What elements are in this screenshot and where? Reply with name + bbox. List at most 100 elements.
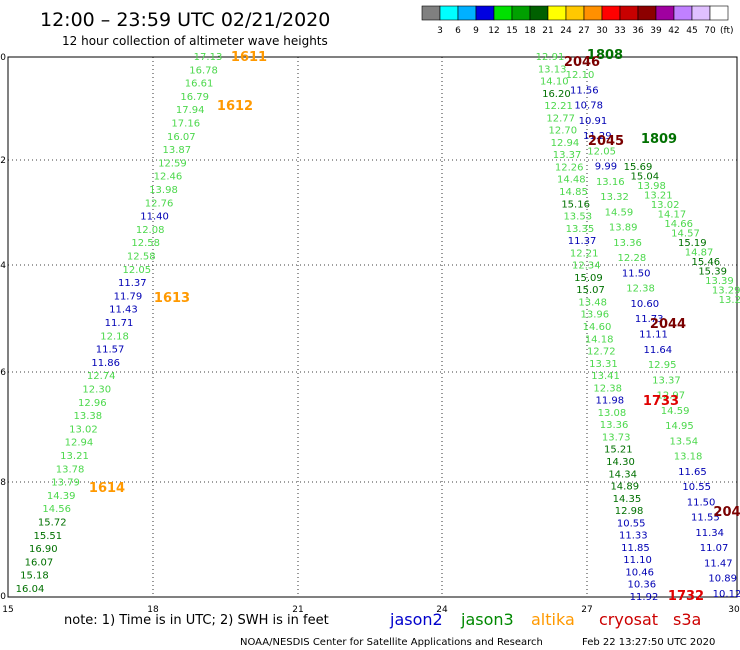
credit-text: NOAA/NESDIS Center for Satellite Applica… — [240, 637, 543, 648]
track-1809-value: 13.98 — [637, 181, 666, 192]
track-left-value: 13.78 — [56, 464, 85, 475]
colorbar-swatch — [529, 5, 549, 21]
track-2045-value: 12.38 — [593, 383, 622, 394]
x-axis-ticks: 15 18 21 24 27 30 — [2, 605, 740, 615]
colorbar-swatch — [547, 5, 567, 21]
track-2046-value: 13.36 — [613, 238, 642, 249]
colorbar-label: 30 — [596, 26, 608, 36]
track-2045-value: 11.85 — [621, 543, 650, 554]
wave-height-tracks: 17.13 16.78 16.61 16.79 17.94 17.16 16.07 13.87… — [16, 52, 740, 603]
colorbar-label: 39 — [650, 26, 662, 36]
track-2045-value: 14.18 — [585, 334, 614, 345]
track-1809-value: 14.17 — [658, 210, 687, 221]
track-2045-value: 14.48 — [557, 175, 586, 186]
track-left-value: 15.18 — [20, 571, 49, 582]
satellite-cryosat-label: cryosat — [599, 610, 658, 629]
track-2045-value: 12.21 — [570, 248, 599, 259]
track-2046-value: 11.50 — [687, 497, 716, 508]
track-left-value: 12.94 — [65, 438, 94, 449]
x-tick-label: 18 — [147, 605, 159, 615]
x-tick-label: 24 — [436, 605, 448, 615]
track-2046-value: 13.54 — [669, 436, 698, 447]
colorbar-swatch — [439, 5, 459, 21]
track-2046-value: 11.29 — [583, 131, 612, 142]
track-2046-value: 11.47 — [704, 558, 733, 569]
track-2046-value: 14.95 — [665, 421, 694, 432]
track-2045-value: 13.36 — [600, 420, 629, 431]
time-label: 204 — [713, 505, 740, 520]
track-2046-value: 13.37 — [652, 375, 681, 386]
colorbar-label: 6 — [455, 26, 461, 36]
track-left-value: 11.71 — [105, 318, 134, 329]
track-2046-value: 14.59 — [605, 207, 634, 218]
track-left-value: 13.79 — [51, 478, 80, 489]
track-2045-value: 12.91 — [536, 52, 565, 63]
track-1809-value: 13.21 — [644, 191, 673, 202]
track-2046-value: 11.65 — [678, 467, 707, 478]
satellite-legend: jason2 jason3 altika cryosat s3a — [389, 610, 701, 629]
colorbar-label: 27 — [578, 26, 589, 36]
track-left-value: 15.51 — [33, 531, 62, 542]
track-2045-value: 12.34 — [572, 261, 601, 272]
track-2046-value: 12.05 — [587, 146, 616, 157]
colorbar-swatch — [493, 5, 513, 21]
colorbar-label: 21 — [542, 26, 553, 36]
track-2045-value: 14.30 — [606, 457, 635, 468]
track-left-value: 17.16 — [171, 119, 200, 130]
time-label: 1808 — [587, 48, 623, 63]
page-subtitle: 12 hour collection of altimeter wave hei… — [62, 34, 328, 48]
y-tick-label: -50 — [0, 592, 6, 602]
track-2045-value: 12.94 — [551, 138, 580, 149]
track-1809-value: 15.39 — [698, 267, 727, 278]
colorbar-swatch — [619, 5, 639, 21]
track-2045-value: 12.72 — [587, 347, 616, 358]
track-2045-value: 13.48 — [578, 297, 607, 308]
colorbar-swatch — [673, 5, 693, 21]
track-left-value: 16.79 — [180, 92, 209, 103]
track-left-value: 12.59 — [158, 158, 187, 169]
colorbar-swatch — [655, 5, 675, 21]
colorbar-swatch — [421, 5, 441, 21]
page-title: 12:00 – 23:59 UTC 02/21/2020 — [40, 9, 330, 31]
track-2046-value: 14.59 — [661, 406, 690, 417]
track-2045-value: 11.10 — [623, 555, 652, 566]
track-left-value: 16.07 — [167, 132, 196, 143]
track-2045-value: 10.36 — [628, 580, 657, 591]
x-tick-label: 30 — [728, 605, 740, 615]
timestamp-text: Feb 22 13:27:50 UTC 2020 — [582, 637, 715, 648]
track-2046-value: 10.12 — [713, 589, 740, 600]
track-2046-value: 10.78 — [574, 101, 603, 112]
track-2045-value: 13.41 — [591, 371, 620, 382]
track-2045-value: 13.35 — [566, 224, 595, 235]
track-2045-value: 15.09 — [574, 273, 603, 284]
track-2046-value: 10.89 — [708, 574, 737, 585]
track-1809-value: 14.57 — [671, 229, 700, 240]
satellite-s3a-label: s3a — [673, 610, 701, 629]
track-left-value: 12.74 — [87, 371, 116, 382]
track-2046-value: 12.95 — [648, 360, 677, 371]
time-label: 1733 — [643, 394, 679, 409]
track-left-value: 12.30 — [82, 385, 111, 396]
track-left-value: 16.07 — [25, 557, 54, 568]
track-1809-value: 15.19 — [678, 238, 707, 249]
time-label: 1614 — [89, 481, 125, 496]
track-1809-value: 13.39 — [705, 276, 734, 287]
track-2046-value: 13.18 — [674, 452, 703, 463]
track-2045-value: 10.46 — [625, 567, 654, 578]
track-left-value: 12.96 — [78, 398, 107, 409]
track-left-value: 16.61 — [185, 79, 214, 90]
track-left-value: 11.57 — [96, 345, 125, 356]
track-1809-value: 13.24 — [719, 295, 740, 306]
track-1809-value: 15.69 — [624, 162, 653, 173]
track-2046-value: 10.60 — [631, 299, 660, 310]
track-2045-value: 13.53 — [563, 212, 592, 223]
colorbar-label: 15 — [506, 26, 517, 36]
track-2045-value: 13.13 — [538, 64, 567, 75]
track-2046-value: 11.56 — [570, 85, 599, 96]
time-label: 1612 — [217, 99, 253, 114]
colorbar-swatch — [583, 5, 603, 21]
track-left-value: 13.38 — [74, 411, 103, 422]
track-2045-value: 10.55 — [617, 518, 646, 529]
